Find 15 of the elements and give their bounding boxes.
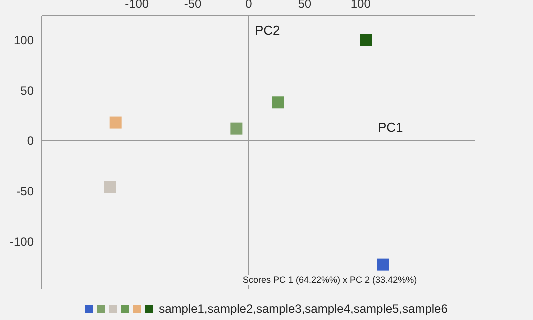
point [377,258,390,271]
point [104,181,116,194]
point [272,96,284,109]
y-tick-label: -100 [10,234,34,249]
point [360,34,372,46]
point [230,122,243,135]
text: Scores PC 1 (64.22%%) x PC 2 (33.42%%) [242,275,418,285]
x-axis-title: PC1 [378,120,404,135]
y-tick-label: 0 [27,134,34,148]
y-tick-label: -50 [16,184,34,199]
legend-label: sample1,sample2,sample3,sample4,sample5,sample6 [159,302,448,316]
y-axis-title: PC2 [255,23,280,38]
y-tick-label: 100 [14,33,34,48]
y-tick-label: 50 [20,84,34,98]
point [110,116,122,129]
